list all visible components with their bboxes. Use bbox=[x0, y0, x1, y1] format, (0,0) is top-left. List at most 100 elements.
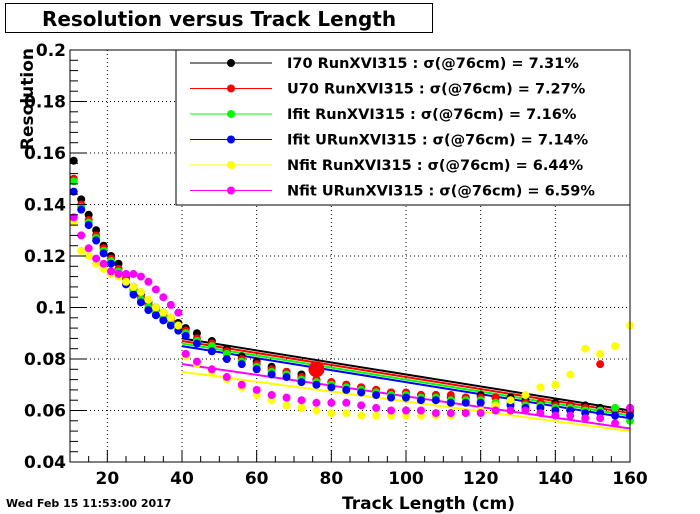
data-point bbox=[596, 360, 605, 369]
data-point bbox=[312, 406, 321, 415]
highlight-point bbox=[308, 361, 325, 378]
data-point bbox=[402, 393, 410, 402]
data-point bbox=[84, 221, 93, 230]
legend-swatch-marker bbox=[227, 135, 235, 144]
data-point bbox=[122, 277, 130, 286]
data-point bbox=[107, 259, 116, 268]
y-tick-labels: 0.04 0.06 0.08 0.1 0.12 0.14 0.16 0.18 0.2 bbox=[24, 41, 66, 473]
x-tick-labels: 20 40 60 80 100 120 140 160 bbox=[95, 469, 647, 489]
data-point bbox=[77, 231, 86, 240]
x-axis-title: Track Length (cm) bbox=[342, 494, 515, 514]
data-point bbox=[387, 393, 396, 402]
y-tick-label: 0.18 bbox=[24, 93, 66, 113]
data-point bbox=[581, 344, 590, 353]
data-point bbox=[282, 373, 291, 382]
y-tick-label: 0.12 bbox=[24, 247, 66, 267]
data-point bbox=[174, 321, 183, 330]
data-point bbox=[99, 259, 108, 268]
legend-entry: I70 RunXVI315 : σ(@76cm) = 7.31% bbox=[287, 56, 579, 72]
data-point bbox=[297, 403, 306, 412]
data-point bbox=[144, 295, 153, 304]
data-points bbox=[69, 156, 634, 428]
data-point bbox=[461, 398, 470, 407]
data-point bbox=[312, 380, 321, 389]
data-point bbox=[129, 270, 138, 279]
y-tick-label: 0.14 bbox=[24, 196, 66, 216]
data-point bbox=[476, 398, 485, 407]
data-point bbox=[174, 308, 183, 317]
data-point bbox=[84, 244, 93, 253]
data-point bbox=[297, 378, 306, 387]
data-point bbox=[581, 414, 590, 423]
data-point bbox=[416, 406, 425, 415]
data-point bbox=[476, 409, 485, 418]
data-point bbox=[611, 411, 620, 420]
x-tick-label: 20 bbox=[95, 469, 119, 489]
data-point bbox=[69, 187, 78, 196]
legend-entry: U70 RunXVI315 : σ(@76cm) = 7.27% bbox=[287, 82, 586, 98]
data-point bbox=[402, 406, 410, 415]
x-tick-label: 120 bbox=[463, 469, 499, 489]
data-point bbox=[387, 406, 396, 415]
data-point bbox=[342, 409, 351, 418]
data-point bbox=[297, 396, 306, 405]
data-point bbox=[461, 409, 470, 418]
data-point bbox=[372, 411, 381, 420]
data-point bbox=[77, 246, 86, 255]
data-point bbox=[312, 398, 321, 407]
data-point bbox=[129, 290, 138, 299]
data-point bbox=[521, 391, 530, 400]
data-point bbox=[192, 357, 201, 366]
data-point bbox=[536, 383, 545, 392]
data-point bbox=[491, 406, 500, 415]
data-point bbox=[342, 398, 351, 407]
legend-swatch-marker bbox=[227, 59, 235, 67]
data-point bbox=[282, 393, 291, 402]
axis-ticks bbox=[69, 49, 631, 463]
data-point bbox=[166, 300, 175, 309]
data-point bbox=[136, 298, 145, 307]
data-point bbox=[222, 355, 231, 363]
data-point bbox=[282, 401, 291, 410]
data-point bbox=[207, 347, 216, 356]
x-tick-label: 160 bbox=[612, 469, 648, 489]
y-tick-label: 0.2 bbox=[36, 41, 66, 61]
y-tick-label: 0.04 bbox=[24, 453, 66, 473]
data-point bbox=[566, 411, 575, 420]
data-point bbox=[144, 277, 153, 286]
data-point bbox=[99, 249, 108, 258]
data-point bbox=[77, 205, 86, 214]
x-tick-label: 60 bbox=[245, 469, 269, 489]
data-point bbox=[122, 270, 130, 279]
data-point bbox=[92, 254, 101, 263]
data-point bbox=[129, 282, 138, 291]
data-point bbox=[506, 396, 515, 405]
data-point bbox=[159, 308, 168, 317]
data-point bbox=[237, 360, 246, 369]
data-point bbox=[611, 342, 620, 351]
data-point bbox=[551, 411, 560, 420]
data-point bbox=[357, 401, 366, 410]
data-point bbox=[166, 313, 175, 322]
y-axis-title: Resolution bbox=[18, 48, 38, 150]
data-point bbox=[327, 398, 336, 407]
data-point bbox=[596, 414, 605, 423]
data-point bbox=[611, 419, 620, 428]
legend-entry: Ifit RunXVI315 : σ(@76cm) = 7.16% bbox=[287, 107, 577, 123]
data-point bbox=[357, 411, 366, 420]
data-point bbox=[84, 252, 93, 260]
data-point bbox=[136, 272, 145, 281]
title-box: Resolution versus Track Length bbox=[5, 3, 433, 33]
legend-entry: Nfit URunXVI315 : σ(@76cm) = 6.59% bbox=[287, 184, 595, 200]
data-point bbox=[192, 339, 201, 348]
legend-swatch-marker bbox=[227, 186, 235, 195]
data-point bbox=[252, 365, 261, 374]
data-point bbox=[222, 373, 231, 382]
data-point bbox=[151, 285, 160, 294]
data-point bbox=[521, 406, 530, 415]
data-point bbox=[181, 331, 190, 340]
data-point bbox=[551, 380, 560, 389]
data-point bbox=[159, 293, 168, 302]
data-point bbox=[107, 267, 116, 276]
